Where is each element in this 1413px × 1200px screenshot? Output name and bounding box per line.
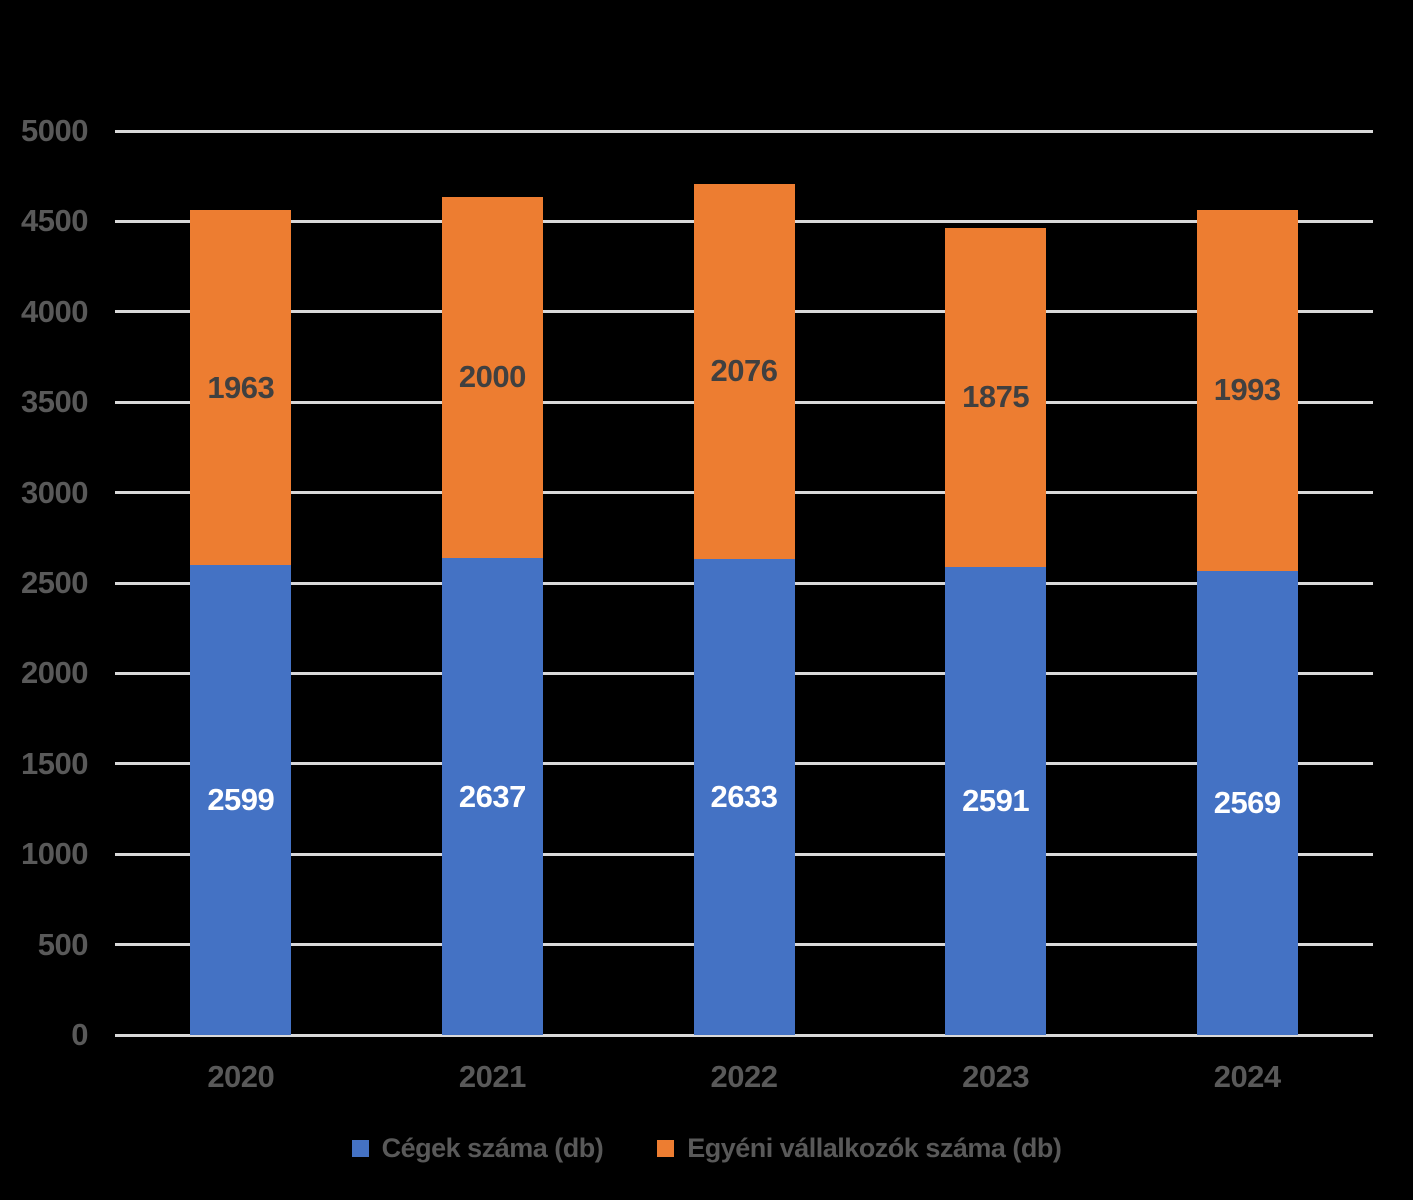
y-axis-tick-label: 2000 bbox=[21, 655, 88, 691]
bar-segment-series1-2023[interactable] bbox=[945, 566, 1047, 1035]
x-axis-tick-label: 2023 bbox=[962, 1059, 1030, 1094]
legend-swatch-icon bbox=[351, 1139, 369, 1157]
legend-swatch-icon bbox=[657, 1139, 675, 1157]
y-axis-tick-label: 1000 bbox=[21, 836, 88, 872]
data-label-series1-2024: 2569 bbox=[1213, 784, 1281, 820]
x-axis-tick-label: 2024 bbox=[1213, 1059, 1281, 1094]
x-axis-tick-label: 2020 bbox=[207, 1059, 275, 1094]
data-label-series1-2021: 2637 bbox=[458, 778, 526, 814]
y-axis-tick-label: 3500 bbox=[21, 384, 88, 420]
bar-segment-series1-2020[interactable] bbox=[190, 565, 292, 1035]
gridline bbox=[115, 129, 1373, 133]
bar-segment-series2-2021[interactable] bbox=[441, 196, 543, 559]
legend: Cégek száma (db) Egyéni vállalkozók száma… bbox=[0, 1128, 1413, 1168]
data-label-series2-2023: 1875 bbox=[962, 379, 1030, 415]
x-axis-tick-label: 2021 bbox=[458, 1059, 526, 1094]
data-label-series2-2022: 2076 bbox=[710, 353, 778, 389]
data-label-series1-2020: 2599 bbox=[207, 782, 275, 818]
y-axis-tick-label: 4500 bbox=[21, 203, 88, 239]
y-axis-tick-label: 500 bbox=[37, 926, 89, 962]
y-axis-tick-label: 3000 bbox=[21, 474, 88, 510]
bar-segment-series1-2024[interactable] bbox=[1196, 570, 1298, 1035]
legend-item-series2[interactable]: Egyéni vállalkozók száma (db) bbox=[657, 1132, 1062, 1164]
y-axis-tick-label: 0 bbox=[71, 1017, 88, 1052]
x-axis-line bbox=[115, 1033, 1373, 1037]
bar-segment-series2-2022[interactable] bbox=[693, 183, 795, 559]
data-label-series1-2023: 2591 bbox=[962, 782, 1030, 818]
data-label-series2-2020: 1963 bbox=[207, 369, 275, 405]
legend-item-series1[interactable]: Cégek száma (db) bbox=[351, 1132, 604, 1164]
bar-segment-series1-2021[interactable] bbox=[441, 558, 543, 1035]
y-axis-tick-label: 1500 bbox=[21, 745, 88, 781]
legend-label: Egyéni vállalkozók száma (db) bbox=[687, 1132, 1062, 1163]
bar-segment-series2-2024[interactable] bbox=[1196, 210, 1298, 571]
bar-segment-series2-2020[interactable] bbox=[190, 210, 292, 566]
data-label-series2-2021: 2000 bbox=[458, 359, 526, 395]
bar-segment-series2-2023[interactable] bbox=[945, 227, 1047, 567]
legend-label: Cégek száma (db) bbox=[381, 1132, 604, 1163]
data-label-series1-2022: 2633 bbox=[710, 778, 778, 814]
y-axis-tick-label: 2500 bbox=[21, 565, 88, 600]
bar-segment-series1-2022[interactable] bbox=[693, 558, 795, 1035]
plot-area: 2599 1963 2637 2000 2633 2076 2591 1875 2569 1993 bbox=[115, 129, 1373, 1037]
x-axis-tick-label: 2022 bbox=[710, 1059, 778, 1094]
y-axis-tick-label: 5000 bbox=[21, 113, 88, 148]
data-label-series2-2024: 1993 bbox=[1213, 372, 1281, 408]
y-axis-tick-label: 4000 bbox=[21, 293, 88, 329]
